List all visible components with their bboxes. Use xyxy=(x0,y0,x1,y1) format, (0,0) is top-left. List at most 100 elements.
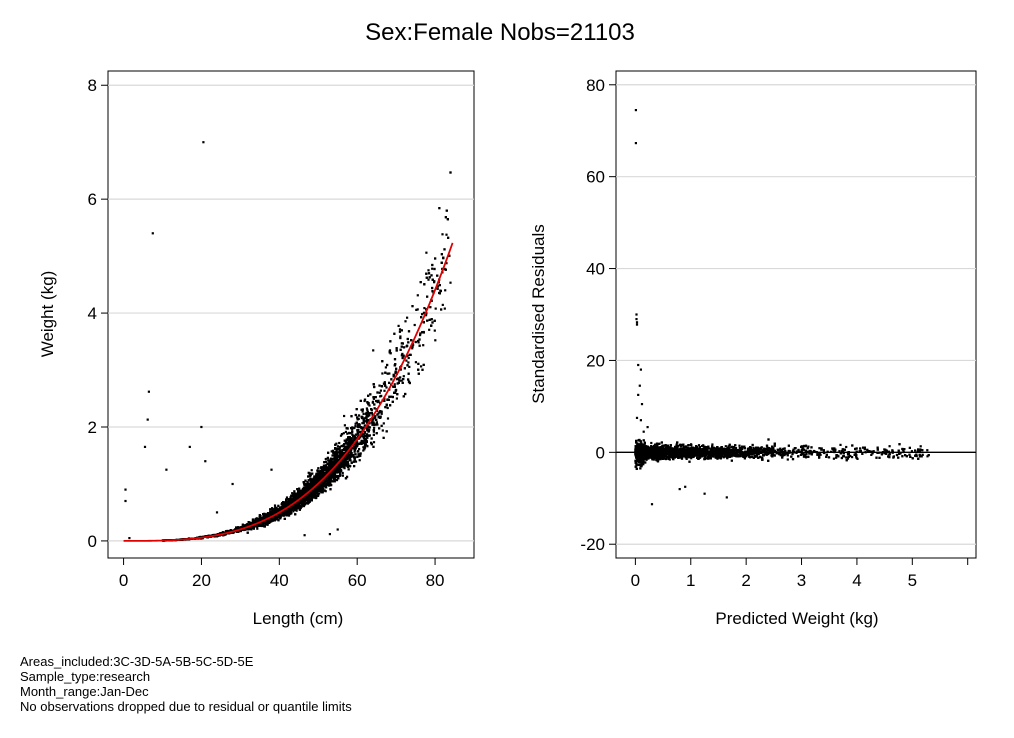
data-point xyxy=(383,381,386,384)
data-point xyxy=(416,308,419,311)
data-point xyxy=(384,366,387,369)
data-point xyxy=(427,278,430,281)
data-point xyxy=(293,494,296,497)
data-point xyxy=(336,459,339,462)
data-point xyxy=(314,483,317,486)
data-point xyxy=(407,330,411,333)
data-point xyxy=(303,489,306,492)
data-point xyxy=(323,481,326,484)
data-point xyxy=(252,527,255,530)
data-point xyxy=(253,519,256,522)
data-point xyxy=(342,445,345,448)
data-point xyxy=(391,400,394,403)
data-point xyxy=(436,285,440,288)
data-point xyxy=(375,418,378,421)
data-point xyxy=(365,433,369,436)
data-point xyxy=(396,382,399,385)
data-point xyxy=(401,352,404,356)
data-point xyxy=(280,512,284,515)
data-point xyxy=(322,464,325,467)
data-point xyxy=(308,499,311,502)
data-point xyxy=(443,268,446,271)
data-point xyxy=(320,472,323,475)
data-point xyxy=(358,459,361,462)
data-point xyxy=(343,448,346,451)
data-point xyxy=(323,471,326,475)
data-point xyxy=(318,470,321,473)
data-point xyxy=(407,356,410,360)
data-point xyxy=(411,305,414,308)
data-point xyxy=(379,395,382,398)
data-point xyxy=(350,444,353,447)
data-point xyxy=(426,295,429,298)
data-point xyxy=(356,416,359,419)
data-point xyxy=(325,469,328,472)
data-point xyxy=(359,452,362,455)
data-point xyxy=(361,440,365,443)
data-point xyxy=(330,473,334,476)
data-point xyxy=(314,495,317,498)
data-point xyxy=(306,500,309,503)
data-point xyxy=(322,484,325,488)
data-point xyxy=(362,421,365,424)
data-point xyxy=(277,519,280,522)
data-point xyxy=(288,507,291,510)
data-point xyxy=(265,523,268,526)
data-point xyxy=(347,431,351,435)
data-point xyxy=(287,511,290,514)
data-point xyxy=(258,522,261,525)
data-point xyxy=(402,354,405,357)
data-point xyxy=(272,512,275,515)
data-point xyxy=(424,314,428,317)
data-point xyxy=(404,392,407,396)
data-point xyxy=(263,521,266,524)
data-point xyxy=(371,423,374,426)
data-point xyxy=(334,452,337,455)
data-point xyxy=(317,478,320,481)
data-point xyxy=(323,489,326,492)
data-point xyxy=(355,408,358,411)
data-point xyxy=(226,529,229,533)
data-point xyxy=(352,439,355,442)
data-point xyxy=(279,514,282,517)
data-point xyxy=(333,480,336,483)
data-point xyxy=(352,460,355,463)
data-point xyxy=(408,381,411,385)
data-point xyxy=(323,469,326,472)
data-point xyxy=(411,347,414,350)
data-point xyxy=(362,417,365,420)
data-point xyxy=(256,527,259,530)
data-point xyxy=(385,386,388,389)
data-point xyxy=(320,486,323,489)
data-point xyxy=(414,340,417,344)
data-point xyxy=(380,424,383,427)
data-point xyxy=(301,489,304,492)
data-point xyxy=(340,459,343,462)
data-point xyxy=(382,422,385,425)
data-point xyxy=(399,335,402,338)
data-point xyxy=(330,458,333,461)
data-point xyxy=(433,280,436,283)
data-point xyxy=(360,442,363,445)
data-point xyxy=(439,289,442,293)
data-point xyxy=(400,342,403,345)
data-point xyxy=(292,493,295,496)
data-point xyxy=(421,313,424,316)
data-point xyxy=(445,262,448,265)
data-point xyxy=(373,385,376,389)
data-point xyxy=(380,412,383,415)
data-point xyxy=(303,490,306,493)
data-point xyxy=(312,491,315,494)
data-point xyxy=(304,488,307,491)
data-point xyxy=(321,491,324,494)
data-point xyxy=(416,294,419,297)
data-point xyxy=(357,424,360,427)
data-point xyxy=(364,443,367,446)
data-point xyxy=(236,527,239,530)
data-point xyxy=(350,452,353,455)
data-point xyxy=(433,267,436,271)
data-point xyxy=(287,498,290,501)
data-point xyxy=(384,384,387,387)
